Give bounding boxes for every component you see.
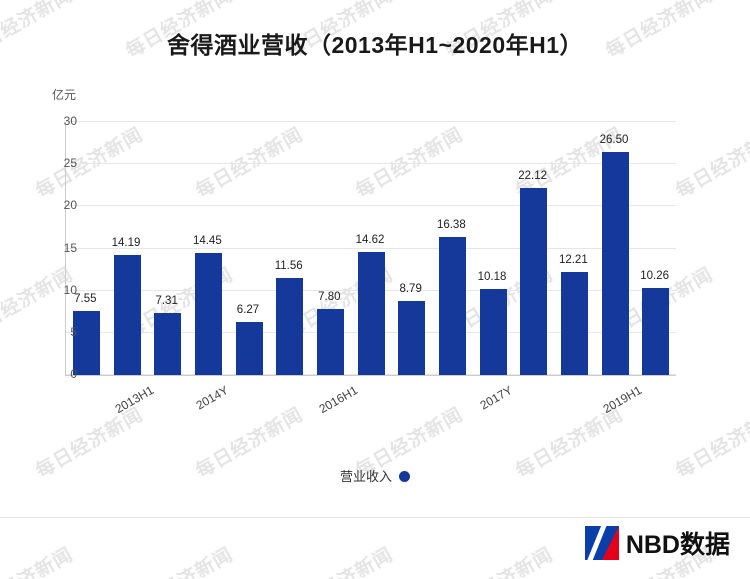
bar bbox=[194, 253, 222, 375]
bar-value-label: 11.56 bbox=[274, 259, 303, 272]
brand-text: NBD数据 bbox=[625, 531, 730, 559]
y-tick-label: 20 bbox=[63, 198, 77, 213]
plot-area bbox=[65, 121, 676, 376]
bar-value-label: 16.38 bbox=[436, 218, 466, 231]
gridline bbox=[66, 205, 676, 207]
bar-value-label: 7.31 bbox=[155, 295, 178, 308]
bar bbox=[357, 251, 385, 375]
page-title: 舍得酒业营收（2013年H1~2020年H1） bbox=[166, 32, 584, 58]
bar bbox=[154, 313, 182, 375]
footer-divider bbox=[0, 517, 750, 518]
bar bbox=[113, 255, 141, 375]
bar bbox=[72, 311, 100, 375]
y-tick-label: 25 bbox=[63, 156, 77, 171]
bar-value-label: 14.19 bbox=[111, 237, 141, 250]
x-tick-label: 2019H1 bbox=[600, 383, 645, 417]
bar bbox=[398, 300, 426, 375]
bar-value-label: 10.26 bbox=[640, 270, 670, 283]
y-tick-label: 30 bbox=[63, 114, 77, 128]
x-tick-label: 2014Y bbox=[193, 383, 231, 413]
bar-value-label: 8.79 bbox=[399, 282, 422, 295]
y-tick-label: 0 bbox=[70, 367, 77, 381]
bar bbox=[601, 151, 629, 375]
y-axis-unit: 亿元 bbox=[52, 88, 77, 102]
bar-value-label: 14.62 bbox=[355, 233, 385, 246]
gridline bbox=[66, 163, 676, 165]
bar-value-label: 7.55 bbox=[74, 293, 97, 306]
legend-marker-icon bbox=[399, 471, 410, 482]
bar-value-label: 26.50 bbox=[599, 133, 629, 146]
bar bbox=[438, 236, 466, 375]
bar-value-label: 14.45 bbox=[192, 235, 222, 248]
bar-value-label: 10.18 bbox=[477, 271, 507, 284]
gridline bbox=[66, 247, 676, 249]
bar bbox=[560, 272, 588, 375]
bar bbox=[276, 277, 304, 375]
bar bbox=[520, 188, 548, 375]
x-tick-label: 2013H1 bbox=[112, 383, 157, 417]
bar bbox=[316, 309, 344, 375]
bar-value-label: 22.12 bbox=[518, 170, 548, 183]
y-tick-label: 10 bbox=[63, 282, 77, 297]
legend: 营业收入 bbox=[0, 466, 750, 485]
gridline bbox=[66, 121, 676, 122]
bar bbox=[235, 322, 263, 375]
x-tick-label: 2017Y bbox=[477, 383, 516, 413]
y-tick-label: 15 bbox=[63, 240, 77, 255]
x-tick-label: 2016H1 bbox=[316, 383, 360, 417]
nbd-logo-icon bbox=[584, 526, 619, 560]
bar bbox=[642, 288, 670, 375]
bar-value-label: 7.80 bbox=[318, 291, 341, 304]
bar bbox=[479, 289, 507, 375]
bar-value-label: 12.21 bbox=[558, 254, 588, 267]
bar-value-label: 6.27 bbox=[236, 304, 260, 317]
legend-label: 营业收入 bbox=[339, 469, 392, 484]
brand-logo: NBD数据 bbox=[584, 521, 730, 565]
y-tick-label: 5 bbox=[70, 324, 77, 339]
